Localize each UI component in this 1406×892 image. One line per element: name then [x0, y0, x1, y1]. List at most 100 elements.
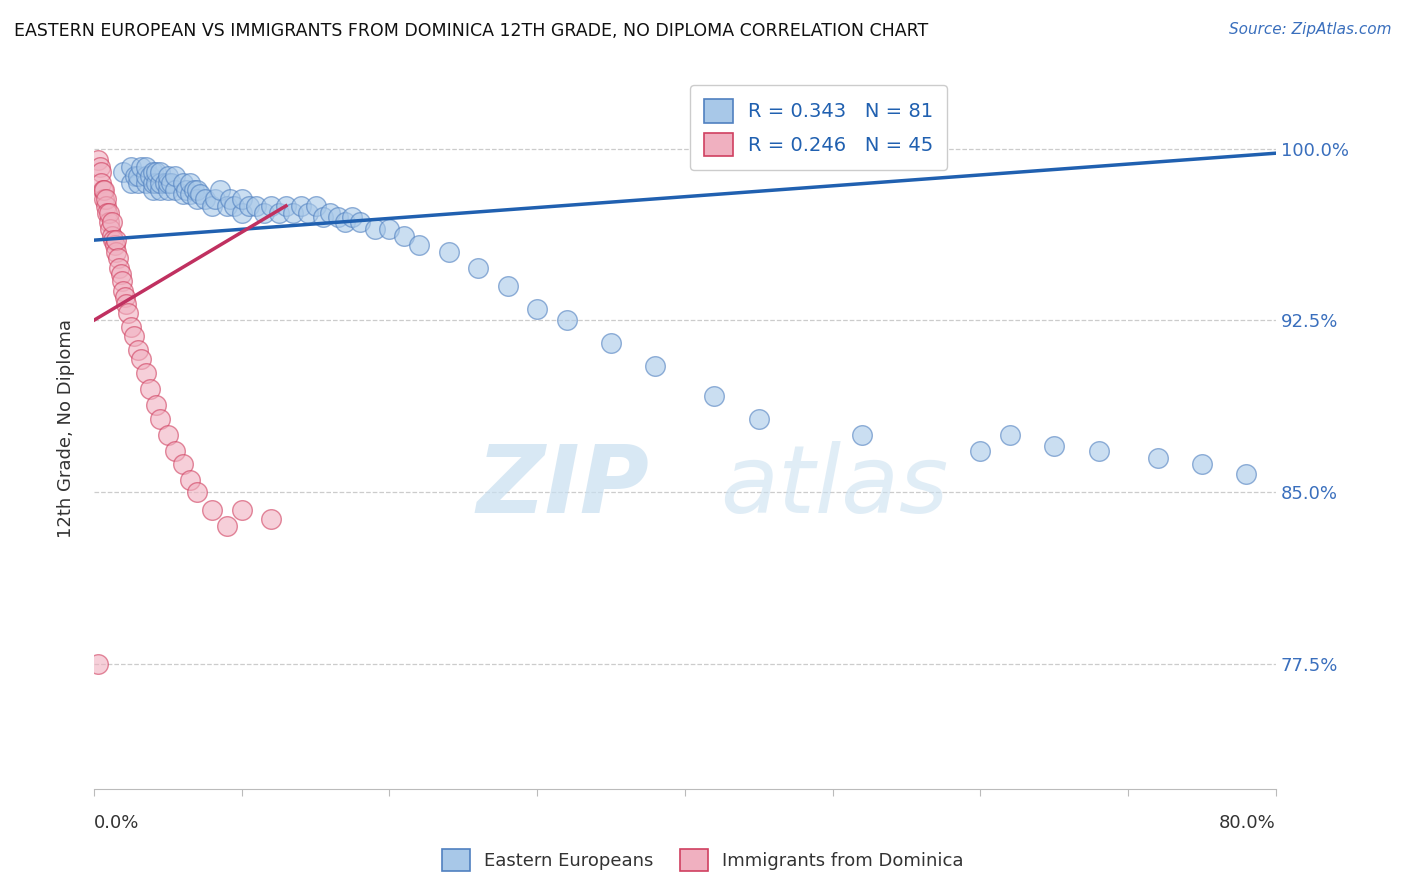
- Point: [703, 389, 725, 403]
- Point: [149, 176, 172, 190]
- Point: [467, 260, 489, 275]
- Point: [215, 199, 238, 213]
- Point: [120, 160, 142, 174]
- Text: Source: ZipAtlas.com: Source: ZipAtlas.com: [1229, 22, 1392, 37]
- Point: [312, 211, 335, 225]
- Point: [142, 176, 165, 190]
- Point: [112, 284, 135, 298]
- Point: [149, 183, 172, 197]
- Point: [496, 279, 519, 293]
- Point: [260, 199, 283, 213]
- Point: [319, 205, 342, 219]
- Point: [127, 176, 149, 190]
- Point: [408, 237, 430, 252]
- Point: [342, 211, 364, 225]
- Point: [1087, 443, 1109, 458]
- Point: [124, 169, 146, 183]
- Point: [231, 192, 253, 206]
- Point: [156, 169, 179, 183]
- Legend: R = 0.343   N = 81, R = 0.246   N = 45: R = 0.343 N = 81, R = 0.246 N = 45: [690, 86, 948, 169]
- Point: [526, 301, 548, 316]
- Point: [1234, 467, 1257, 481]
- Point: [215, 519, 238, 533]
- Point: [238, 199, 260, 213]
- Point: [253, 205, 276, 219]
- Point: [555, 313, 578, 327]
- Point: [90, 176, 112, 190]
- Point: [260, 512, 283, 526]
- Point: [93, 192, 115, 206]
- Point: [304, 199, 326, 213]
- Point: [998, 427, 1021, 442]
- Point: [186, 183, 208, 197]
- Point: [105, 244, 128, 259]
- Point: [145, 164, 167, 178]
- Point: [194, 192, 217, 206]
- Point: [201, 199, 224, 213]
- Point: [600, 336, 623, 351]
- Point: [135, 366, 157, 380]
- Point: [108, 260, 131, 275]
- Point: [188, 187, 211, 202]
- Point: [122, 329, 145, 343]
- Point: [156, 427, 179, 442]
- Point: [97, 215, 120, 229]
- Point: [186, 192, 208, 206]
- Point: [290, 199, 312, 213]
- Point: [172, 458, 194, 472]
- Point: [363, 221, 385, 235]
- Point: [274, 199, 297, 213]
- Point: [644, 359, 666, 373]
- Point: [94, 192, 117, 206]
- Point: [201, 503, 224, 517]
- Point: [208, 183, 231, 197]
- Point: [218, 192, 240, 206]
- Point: [179, 176, 201, 190]
- Point: [1146, 450, 1168, 465]
- Point: [149, 411, 172, 425]
- Point: [114, 290, 136, 304]
- Point: [159, 176, 181, 190]
- Point: [97, 205, 120, 219]
- Point: [165, 443, 187, 458]
- Point: [283, 205, 305, 219]
- Point: [142, 164, 165, 178]
- Point: [139, 382, 162, 396]
- Point: [100, 228, 122, 243]
- Point: [87, 657, 110, 671]
- Point: [326, 211, 349, 225]
- Point: [183, 183, 205, 197]
- Point: [149, 164, 172, 178]
- Point: [91, 183, 114, 197]
- Point: [186, 484, 208, 499]
- Point: [90, 164, 112, 178]
- Point: [93, 183, 115, 197]
- Point: [117, 306, 139, 320]
- Point: [156, 183, 179, 197]
- Point: [107, 252, 129, 266]
- Point: [96, 205, 118, 219]
- Point: [174, 183, 197, 197]
- Point: [165, 183, 187, 197]
- Point: [135, 169, 157, 183]
- Point: [231, 503, 253, 517]
- Point: [98, 221, 121, 235]
- Point: [110, 268, 132, 282]
- Point: [437, 244, 460, 259]
- Point: [851, 427, 873, 442]
- Point: [104, 237, 127, 252]
- Point: [378, 221, 401, 235]
- Point: [139, 169, 162, 183]
- Point: [1191, 458, 1213, 472]
- Point: [120, 176, 142, 190]
- Point: [297, 205, 319, 219]
- Point: [145, 176, 167, 190]
- Point: [120, 320, 142, 334]
- Point: [115, 297, 138, 311]
- Point: [969, 443, 991, 458]
- Point: [145, 398, 167, 412]
- Point: [224, 199, 246, 213]
- Point: [172, 187, 194, 202]
- Point: [142, 183, 165, 197]
- Point: [135, 176, 157, 190]
